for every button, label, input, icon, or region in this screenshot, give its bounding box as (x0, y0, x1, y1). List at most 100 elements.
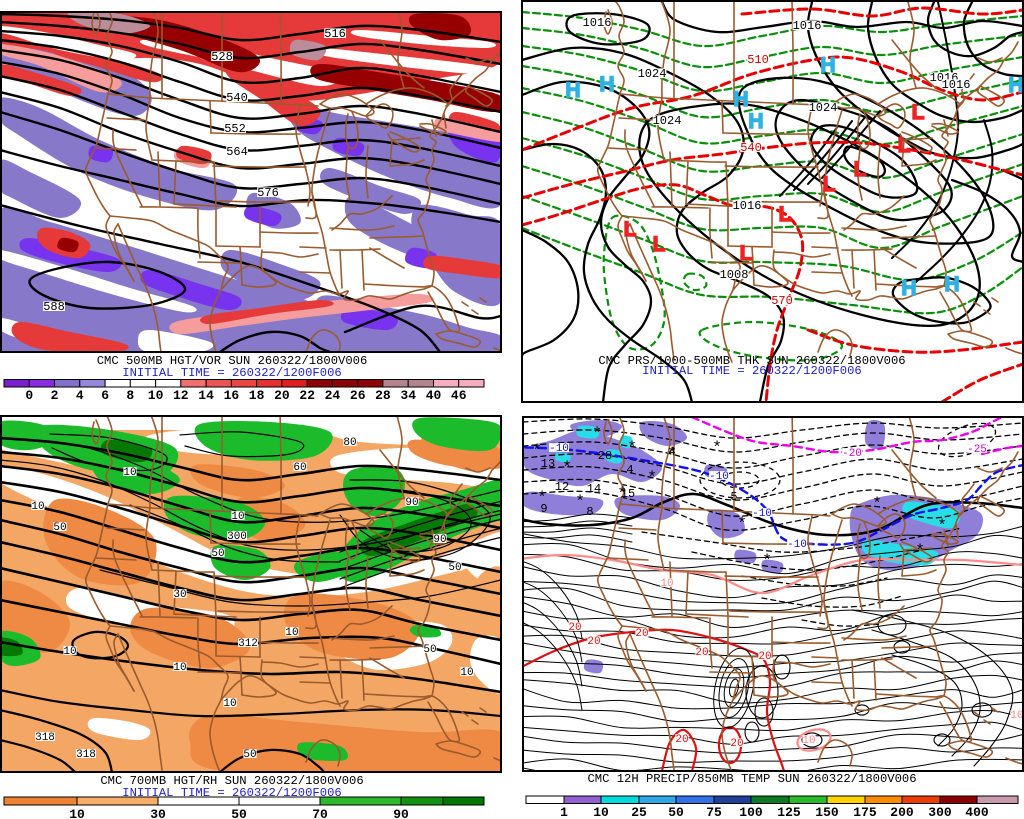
svg-text:25: 25 (631, 805, 647, 819)
svg-text:10: 10 (802, 735, 815, 747)
svg-text:CMC PRS/1000-500MB THK SUN 260: CMC PRS/1000-500MB THK SUN 260322/1800V0… (598, 354, 905, 368)
svg-text:8: 8 (126, 388, 134, 403)
svg-text:INITIAL TIME = 260322/1200F006: INITIAL TIME = 260322/1200F006 (642, 364, 861, 378)
svg-text:50: 50 (231, 807, 247, 819)
svg-text:1008: 1008 (720, 268, 749, 282)
svg-text:H: H (748, 110, 763, 133)
svg-text:*: * (532, 442, 542, 460)
svg-text:H: H (565, 79, 580, 102)
svg-text:75: 75 (706, 805, 722, 819)
svg-text:300: 300 (227, 531, 247, 543)
svg-text:-10: -10 (787, 539, 807, 551)
svg-text:24: 24 (325, 388, 341, 403)
svg-text:90: 90 (433, 534, 446, 546)
svg-text:*: * (647, 469, 657, 487)
svg-text:20: 20 (758, 651, 771, 663)
svg-text:-10: -10 (549, 443, 569, 455)
svg-text:125: 125 (777, 805, 801, 819)
svg-text:*: * (762, 552, 772, 570)
svg-text:1016: 1016 (793, 19, 822, 33)
svg-text:CMC 12H PRECIP/850MB TEMP SUN: CMC 12H PRECIP/850MB TEMP SUN 260322/180… (587, 772, 916, 786)
svg-text:26: 26 (350, 388, 366, 403)
svg-text:200: 200 (890, 805, 914, 819)
svg-text:318: 318 (76, 749, 96, 761)
svg-text:-10: -10 (752, 508, 772, 520)
svg-text:*: * (537, 489, 547, 507)
svg-text:13: 13 (541, 457, 555, 471)
svg-text:14: 14 (198, 388, 214, 403)
svg-text:*: * (712, 439, 722, 457)
svg-text:H: H (733, 88, 748, 111)
svg-text:4: 4 (626, 463, 633, 477)
svg-text:528: 528 (211, 50, 233, 64)
svg-text:20: 20 (587, 636, 600, 648)
svg-text:H: H (599, 73, 614, 96)
svg-text:150: 150 (815, 805, 839, 819)
svg-text:588: 588 (43, 300, 65, 314)
svg-text:552: 552 (224, 122, 246, 136)
svg-text:*: * (575, 493, 585, 511)
svg-text:L: L (854, 158, 867, 181)
svg-text:1024: 1024 (653, 114, 682, 128)
svg-text:*: * (937, 517, 947, 535)
svg-text:20: 20 (730, 738, 743, 750)
svg-text:10: 10 (123, 467, 136, 479)
svg-text:22: 22 (299, 388, 315, 403)
svg-text:18: 18 (249, 388, 265, 403)
svg-text:1016: 1016 (733, 199, 762, 213)
svg-text:20: 20 (695, 647, 708, 659)
svg-text:*: * (617, 485, 627, 503)
svg-text:*: * (915, 542, 925, 560)
svg-text:1024: 1024 (638, 67, 667, 81)
svg-text:10: 10 (460, 667, 473, 679)
svg-text:80: 80 (343, 437, 356, 449)
svg-text:40: 40 (426, 388, 442, 403)
svg-text:10: 10 (231, 511, 244, 523)
svg-text:46: 46 (451, 388, 467, 403)
svg-text:0: 0 (25, 388, 33, 403)
svg-text:540: 540 (740, 141, 762, 155)
svg-text:570: 570 (771, 294, 793, 308)
svg-text:20: 20 (274, 388, 290, 403)
svg-text:H: H (944, 273, 959, 296)
svg-text:540: 540 (226, 91, 248, 105)
svg-text:L: L (823, 173, 836, 196)
svg-text:10: 10 (593, 805, 609, 819)
svg-text:H: H (820, 54, 835, 77)
svg-text:30: 30 (173, 589, 186, 601)
svg-text:20: 20 (675, 734, 688, 746)
svg-text:400: 400 (965, 805, 989, 819)
svg-text:12: 12 (173, 388, 189, 403)
svg-text:318: 318 (35, 732, 55, 744)
svg-text:312: 312 (238, 638, 258, 650)
svg-text:8: 8 (586, 505, 593, 519)
svg-text:H: H (1008, 74, 1023, 97)
svg-text:-25: -25 (967, 444, 987, 456)
svg-text:6: 6 (101, 388, 109, 403)
svg-text:10: 10 (69, 807, 85, 819)
svg-text:12: 12 (555, 480, 569, 494)
svg-text:10: 10 (1010, 710, 1023, 722)
svg-text:*: * (872, 495, 882, 513)
svg-text:CMC 500MB HGT/VOR SUN 260322/1: CMC 500MB HGT/VOR SUN 260322/1800V006 (97, 354, 368, 368)
svg-text:1024: 1024 (809, 101, 838, 115)
svg-text:50: 50 (668, 805, 684, 819)
svg-text:50: 50 (423, 644, 436, 656)
svg-text:CMC 700MB HGT/RH SUN 260322/18: CMC 700MB HGT/RH SUN 260322/1800V006 (100, 774, 363, 788)
svg-text:1016: 1016 (583, 16, 612, 30)
svg-text:50: 50 (243, 749, 256, 761)
svg-text:10: 10 (660, 578, 673, 590)
svg-text:10: 10 (148, 388, 164, 403)
svg-text:90: 90 (405, 497, 418, 509)
svg-text:20: 20 (635, 628, 648, 640)
svg-text:70: 70 (312, 807, 328, 819)
svg-text:*: * (562, 459, 572, 477)
svg-text:20: 20 (568, 622, 581, 634)
svg-text:50: 50 (448, 562, 461, 574)
svg-text:10: 10 (31, 501, 44, 513)
svg-text:9: 9 (540, 502, 547, 516)
svg-text:34: 34 (400, 388, 416, 403)
svg-text:*: * (592, 425, 602, 443)
svg-text:L: L (624, 218, 637, 241)
svg-text:16: 16 (224, 388, 240, 403)
